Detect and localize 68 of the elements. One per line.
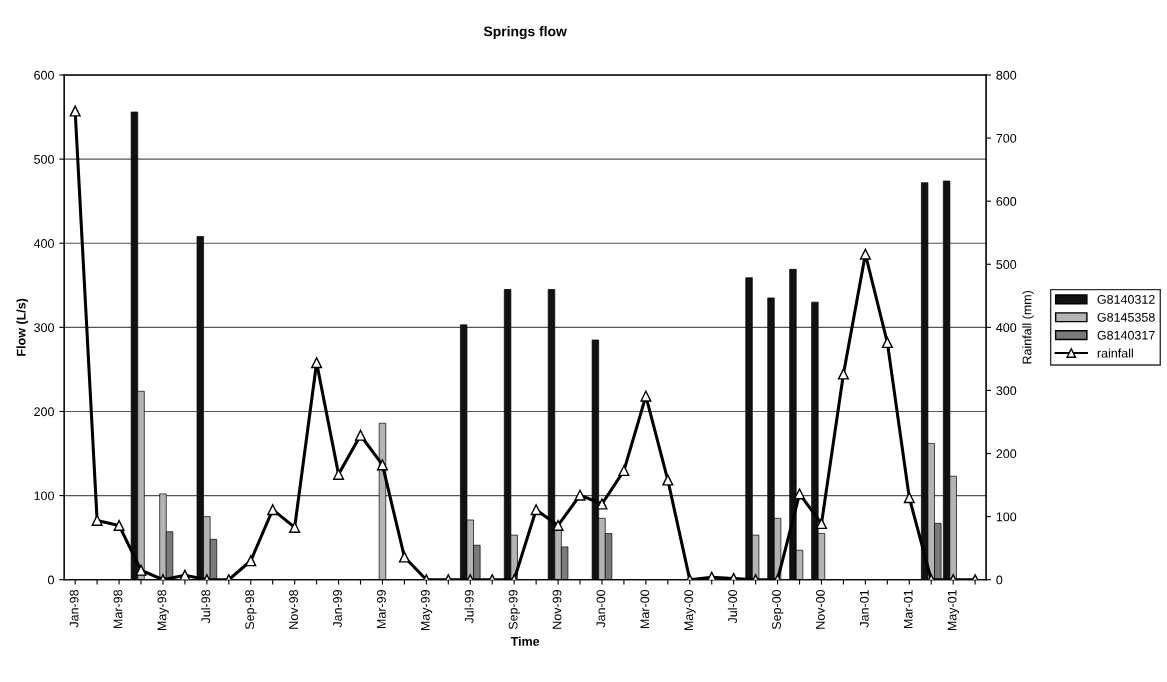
legend-label: G8140312	[1097, 295, 1155, 304]
x-axis-title: Time	[510, 636, 540, 646]
y-tick-label: 500	[34, 154, 54, 164]
x-tick-label: Jan-99	[333, 590, 342, 628]
y2-axis-title: Rainfall (mm)	[1022, 290, 1034, 364]
x-tick-label: Sep-00	[772, 589, 784, 630]
y-tick-label: 0	[48, 575, 54, 585]
point	[596, 498, 608, 510]
x-tick-label: Jul-00	[727, 589, 738, 624]
x-tick-label: Mar-98	[113, 589, 123, 628]
point	[113, 519, 125, 532]
y2-tick-label: 100	[996, 512, 1017, 522]
x-tick-label: May-01	[947, 590, 960, 631]
y2-tick-label: 400	[996, 323, 1017, 333]
point	[267, 504, 279, 516]
legend-label: G8140317	[1097, 330, 1155, 340]
y2-tick-label: 500	[996, 260, 1017, 269]
point	[859, 248, 871, 260]
x-tick-label: Nov-98	[289, 589, 299, 629]
point	[311, 357, 323, 369]
point	[903, 492, 915, 504]
x-tick-label: Sep-98	[245, 589, 257, 630]
point	[354, 429, 367, 441]
point	[618, 465, 630, 477]
x-tick-label: May-98	[157, 589, 169, 631]
x-tick-label: Mar-00	[640, 589, 650, 628]
point	[640, 390, 652, 402]
x-tick-label: Mar-99	[376, 590, 386, 628]
x-tick-label: May-00	[684, 589, 696, 631]
y-tick-label: 100	[34, 491, 54, 501]
point	[530, 504, 542, 516]
chart-title: Springs flow	[483, 26, 567, 40]
point	[376, 459, 389, 471]
x-tick-label: Jul-98	[201, 589, 211, 624]
y-axis-title: Flow (L/s)	[16, 298, 29, 356]
y2-tick-label: 0	[996, 575, 1003, 585]
point	[793, 488, 806, 500]
point	[574, 489, 586, 501]
y2-tick-label: 800	[996, 70, 1017, 80]
y2-tick-label: 700	[996, 133, 1017, 143]
y2-tick-label: 200	[996, 449, 1017, 459]
y2-tick-label: 300	[996, 386, 1017, 396]
point	[333, 468, 345, 480]
point	[881, 336, 893, 349]
x-tick-label: Nov-99	[552, 590, 562, 629]
point	[289, 521, 301, 533]
x-tick-label: Nov-00	[815, 589, 825, 629]
x-tick-label: Sep-99	[508, 590, 520, 630]
x-tick-label: Jan-00	[596, 589, 606, 628]
y-tick-label: 600	[34, 70, 54, 80]
x-tick-label: Jul-99	[464, 590, 474, 624]
y-tick-label: 300	[34, 323, 54, 333]
x-tick-label: Mar-01	[903, 590, 913, 628]
x-tick-label: Jan-98	[69, 589, 79, 628]
y-tick-label: 200	[34, 407, 54, 417]
legend-label: rainfall	[1097, 348, 1133, 358]
point	[662, 474, 674, 486]
point	[135, 564, 147, 576]
x-tick-label: Jan-01	[859, 590, 869, 628]
legend-label: G8145358	[1097, 312, 1155, 322]
point	[552, 519, 564, 532]
x-tick-label: May-99	[420, 590, 433, 631]
point	[245, 555, 257, 567]
point	[815, 517, 828, 530]
point	[837, 368, 849, 380]
y2-tick-label: 600	[996, 196, 1017, 206]
y-tick-label: 400	[33, 239, 54, 248]
point	[398, 551, 410, 563]
